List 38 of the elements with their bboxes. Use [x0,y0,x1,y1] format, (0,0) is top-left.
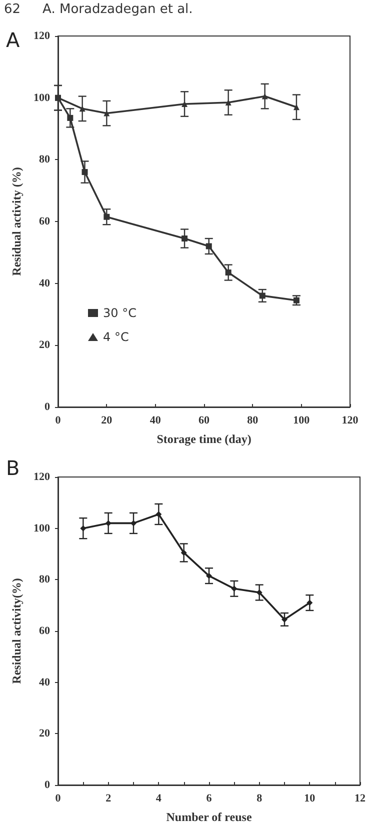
x-tick-label: 6 [206,792,212,804]
y-tick-label: 60 [39,216,50,228]
text: A. Moradzadegan et al. [42,2,193,17]
x-tick-label: 12 [354,792,366,804]
y-tick-label: 20 [39,728,50,740]
x-tick-label: 0 [55,792,62,804]
x-tick-label: 120 [342,414,359,426]
x-tick-label: 0 [55,414,62,426]
y-tick-label: 120 [34,471,50,483]
y-tick-label: 80 [39,574,50,586]
x-tick-label: 10 [304,792,316,804]
x-tick-label: 20 [101,414,113,426]
y-tick-label: 100 [34,522,50,534]
y-axis-title: Residual activity (%) [10,167,24,276]
x-axis-title: Number of reuse [166,810,252,824]
x-tick-label: 2 [106,792,112,804]
y-tick-label: 80 [39,154,50,166]
legend-label: 4 °C [103,330,129,344]
y-axis-title: Residual activity(%) [10,578,24,684]
x-tick-label: 8 [256,792,263,804]
x-tick-label: 40 [150,414,162,426]
x-tick-label: 100 [293,414,310,426]
x-tick-label: 80 [247,414,259,426]
legend-label: 30 °C [103,306,136,320]
text: B [6,456,20,480]
text: A [6,28,20,52]
y-tick-label: 40 [39,277,50,290]
text: 62 [4,2,21,17]
x-axis-title: Storage time (day) [156,432,252,446]
y-tick-label: 100 [34,92,50,104]
y-tick-label: 60 [39,625,50,637]
y-tick-label: 20 [39,339,50,352]
y-tick-label: 40 [39,676,50,688]
x-tick-label: 60 [198,414,210,426]
y-tick-label: 120 [34,30,50,42]
y-tick-label: 0 [44,779,50,791]
y-tick-label: 0 [44,401,50,413]
x-tick-label: 4 [156,792,162,804]
